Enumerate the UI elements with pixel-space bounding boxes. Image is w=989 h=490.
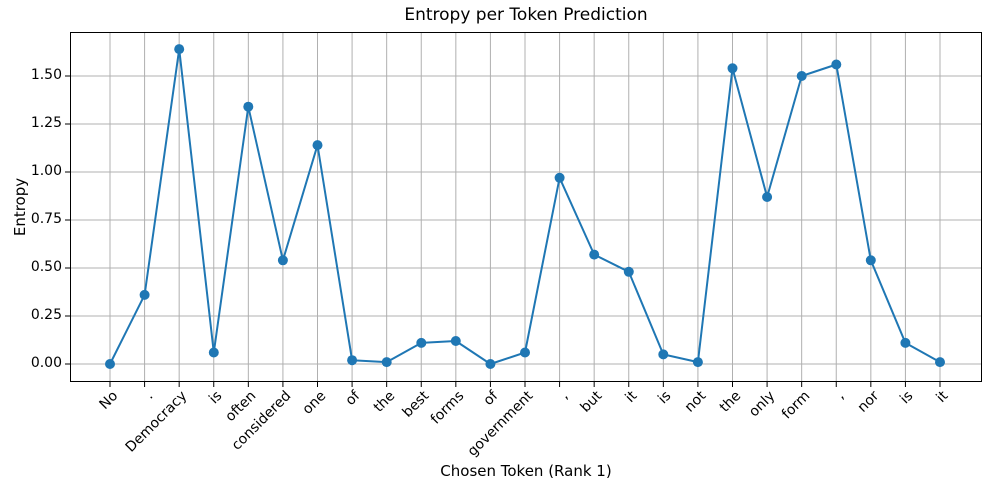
chart-title: Entropy per Token Prediction	[404, 5, 648, 25]
plot-border	[70, 32, 982, 382]
data-point-marker	[658, 349, 669, 360]
data-point-marker	[727, 63, 738, 74]
data-point-marker	[174, 44, 185, 55]
data-point-marker	[589, 249, 600, 260]
y-tick-label: 1.50	[30, 67, 62, 83]
data-point-marker	[139, 289, 150, 300]
data-point-marker	[520, 347, 530, 358]
data-point-marker	[243, 101, 254, 112]
data-point-marker	[105, 359, 115, 369]
x-axis-label: Chosen Token (Rank 1)	[440, 462, 612, 480]
y-tick-label: 0.75	[30, 211, 62, 227]
data-point-marker	[347, 355, 358, 366]
data-point-marker	[312, 140, 323, 151]
data-point-marker	[381, 357, 392, 368]
data-point-marker	[935, 357, 945, 368]
data-point-marker	[762, 192, 773, 202]
data-point-marker	[900, 337, 911, 348]
data-point-marker	[485, 359, 496, 369]
data-point-marker	[831, 59, 842, 70]
data-point-marker	[865, 255, 876, 266]
data-point-marker	[623, 266, 634, 277]
data-point-marker	[208, 347, 219, 358]
data-point-marker	[277, 255, 288, 266]
data-point-marker	[692, 357, 703, 368]
y-tick-label: 1.00	[30, 163, 62, 179]
y-tick-label: 0.50	[30, 259, 62, 275]
data-point-marker	[416, 337, 427, 348]
data-point-marker	[796, 71, 807, 81]
y-tick-label: 0.00	[30, 355, 62, 371]
data-point-marker	[450, 336, 461, 346]
data-point-marker	[554, 172, 565, 183]
y-tick-label: 1.25	[30, 115, 62, 131]
y-tick-label: 0.25	[30, 307, 62, 323]
